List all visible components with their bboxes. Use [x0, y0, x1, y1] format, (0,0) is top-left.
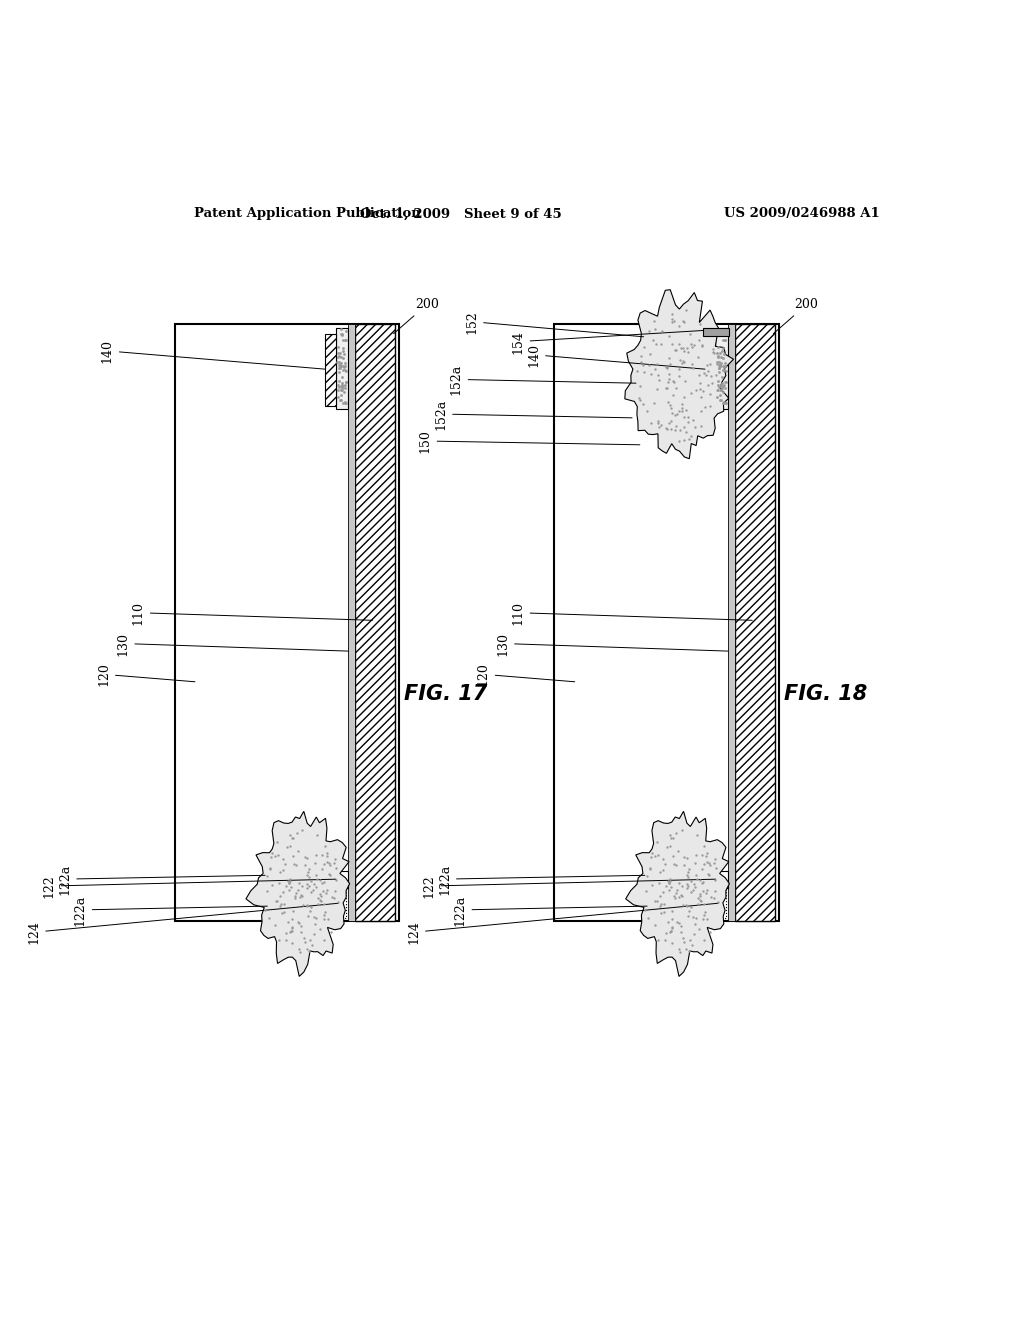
Bar — [728, 323, 735, 921]
Text: US 2009/0246988 A1: US 2009/0246988 A1 — [724, 207, 880, 220]
Text: 122a: 122a — [58, 863, 265, 895]
Text: 122a: 122a — [74, 894, 267, 925]
Text: 110: 110 — [132, 601, 373, 624]
Bar — [325, 334, 336, 405]
Text: 140: 140 — [527, 343, 705, 370]
Text: 122: 122 — [43, 874, 336, 898]
Bar — [735, 323, 775, 921]
Polygon shape — [626, 812, 729, 977]
Text: 110: 110 — [512, 601, 753, 624]
Bar — [336, 327, 348, 409]
Bar — [355, 323, 395, 921]
Text: 130: 130 — [117, 631, 348, 656]
Bar — [174, 323, 399, 921]
Text: 150: 150 — [419, 429, 640, 453]
Text: 122a: 122a — [438, 863, 645, 895]
Bar — [338, 887, 346, 919]
Polygon shape — [246, 812, 349, 977]
Text: 120: 120 — [477, 663, 574, 686]
Text: 154: 154 — [512, 330, 707, 354]
Bar — [716, 871, 728, 887]
Bar — [348, 323, 355, 921]
Text: 200: 200 — [393, 298, 438, 334]
Text: Oct. 1, 2009   Sheet 9 of 45: Oct. 1, 2009 Sheet 9 of 45 — [360, 207, 562, 220]
Text: 124: 124 — [407, 903, 718, 944]
Bar — [336, 871, 348, 887]
Text: 122: 122 — [423, 874, 716, 898]
Text: 120: 120 — [97, 663, 195, 686]
Text: 152a: 152a — [434, 399, 632, 430]
Bar — [705, 334, 716, 405]
Text: 152a: 152a — [450, 364, 636, 395]
Text: Patent Application Publication: Patent Application Publication — [194, 207, 421, 220]
Text: 124: 124 — [28, 903, 338, 944]
Text: FIG. 18: FIG. 18 — [784, 684, 867, 704]
Text: 152: 152 — [465, 310, 644, 337]
Bar — [716, 327, 728, 409]
Text: 140: 140 — [101, 339, 326, 370]
Polygon shape — [625, 289, 733, 459]
Bar — [718, 887, 726, 919]
Text: 122a: 122a — [454, 894, 647, 925]
Bar — [554, 323, 779, 921]
Text: 130: 130 — [496, 631, 728, 656]
Text: FIG. 17: FIG. 17 — [404, 684, 487, 704]
Text: 200: 200 — [773, 298, 818, 334]
Bar — [703, 327, 729, 335]
